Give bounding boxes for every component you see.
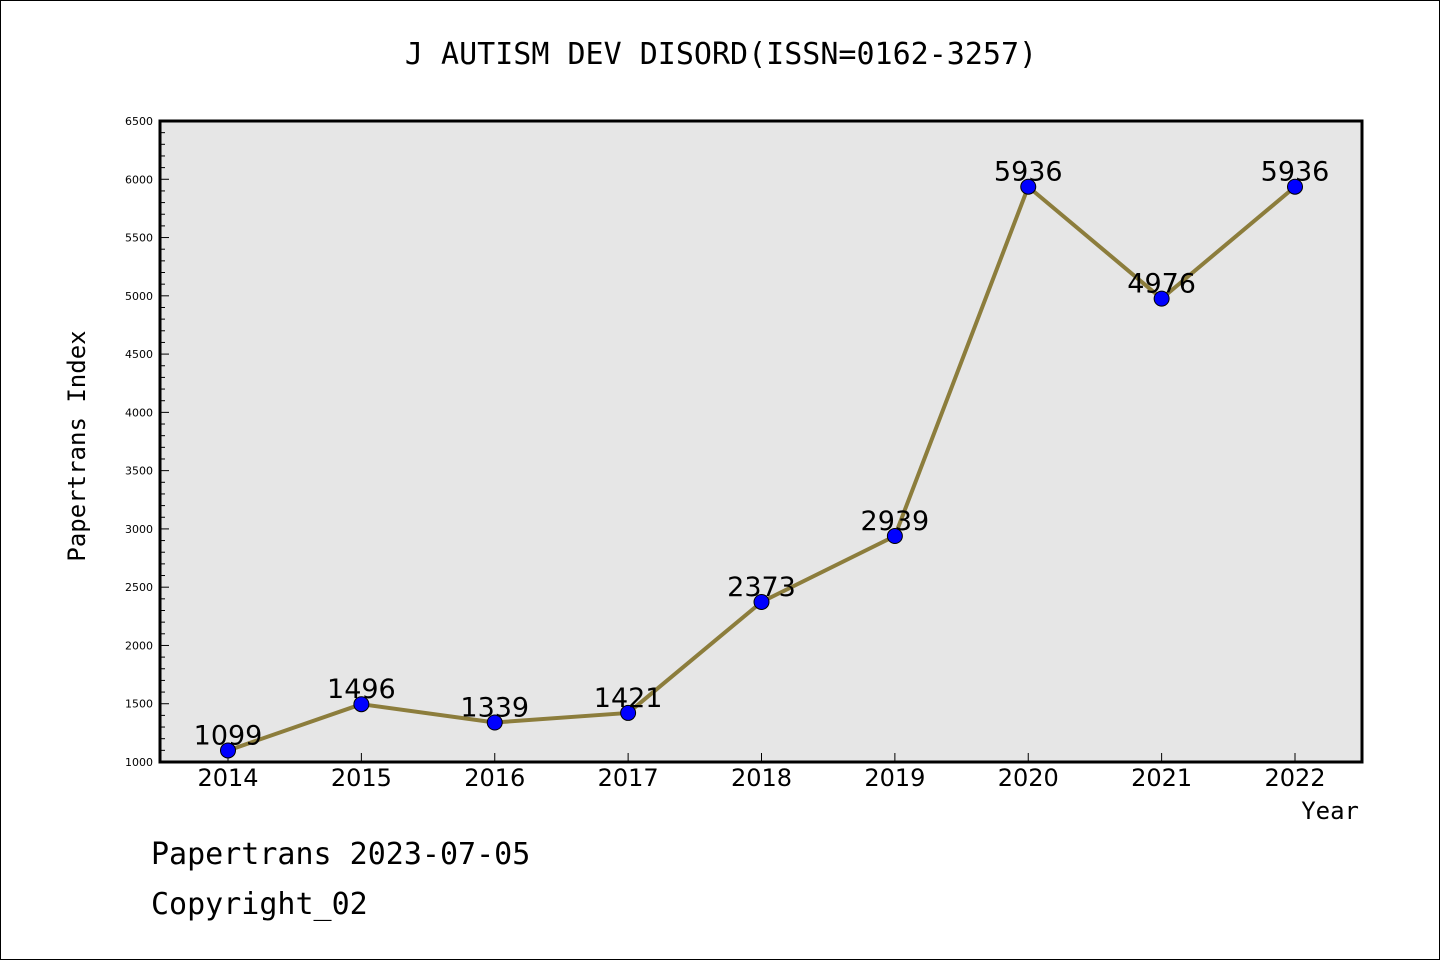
data-label: 5936 <box>1261 157 1330 188</box>
data-point <box>620 704 637 721</box>
x-tick-label: 2020 <box>998 764 1059 792</box>
y-tick-label: 5000 <box>125 290 153 303</box>
y-tick-label: 3000 <box>125 523 153 536</box>
data-label: 1421 <box>594 683 663 714</box>
data-label: 2939 <box>861 506 930 537</box>
data-label: 4976 <box>1127 269 1196 300</box>
data-point <box>886 528 903 545</box>
x-tick-label: 2022 <box>1264 764 1325 792</box>
y-tick-label: 4000 <box>125 406 153 419</box>
y-tick-label: 5500 <box>125 232 153 245</box>
data-point <box>353 696 370 713</box>
y-tick-label: 1000 <box>125 756 153 769</box>
x-axis-label: Year <box>1301 797 1359 825</box>
x-tick-label: 2018 <box>731 764 792 792</box>
data-point <box>1153 290 1170 307</box>
x-tick-label: 2014 <box>197 764 258 792</box>
y-tick-label: 6500 <box>125 115 153 128</box>
data-labels: 1099 1496 1339 1421 2373 2939 5936 4976 5936 <box>194 157 1330 752</box>
data-label: 5936 <box>994 157 1063 188</box>
plot-area <box>158 119 1364 764</box>
x-tick-label: 2017 <box>598 764 659 792</box>
footer-source: Papertrans 2023-07-05 <box>151 837 531 872</box>
data-point <box>753 593 770 610</box>
x-tick-label: 2019 <box>864 764 925 792</box>
data-label: 1339 <box>460 692 529 723</box>
data-point <box>220 742 236 759</box>
data-point <box>486 714 503 731</box>
chart-title: J AUTISM DEV DISORD(ISSN=0162-3257) <box>404 37 1038 72</box>
footer-copyright: Copyright_02 <box>151 887 368 922</box>
data-label: 2373 <box>727 572 796 603</box>
data-point <box>1287 178 1303 195</box>
y-tick-label: 4500 <box>125 348 153 361</box>
x-tick-label: 2015 <box>331 764 392 792</box>
y-tick-label: 3500 <box>125 465 153 478</box>
y-tick-label: 6000 <box>125 173 153 186</box>
x-axis: 2014 2015 2016 2017 2018 2019 2020 2021 2022 <box>197 753 1326 792</box>
y-tick-label: 2000 <box>125 639 153 652</box>
x-tick-label: 2016 <box>464 764 525 792</box>
y-tick-label: 2500 <box>125 581 153 594</box>
y-axis: 1000 1500 2000 2500 3000 3500 4000 4500 5000 5500… <box>125 115 169 769</box>
x-tick-label: 2021 <box>1131 764 1192 792</box>
data-points <box>220 178 1303 759</box>
y-tick-label: 1500 <box>125 698 153 711</box>
data-label: 1496 <box>327 674 396 705</box>
data-label: 1099 <box>194 720 263 751</box>
data-point <box>1020 178 1037 195</box>
